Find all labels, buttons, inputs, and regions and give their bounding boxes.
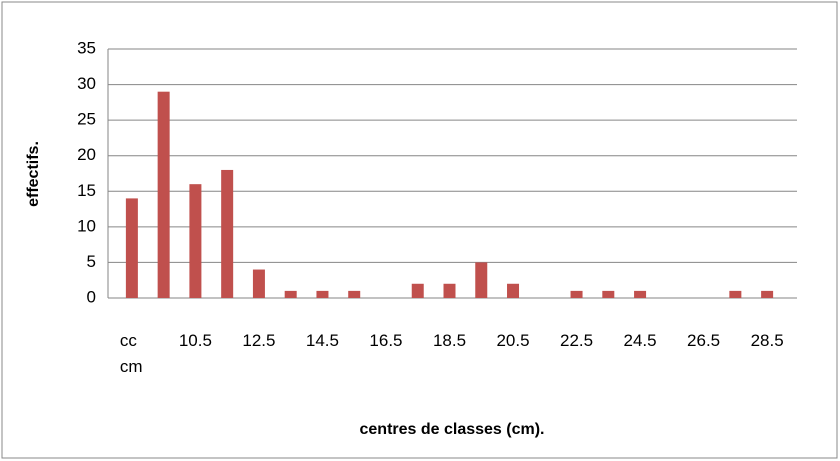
x-tick-label: 16.5 [369,331,403,350]
bar [189,184,202,298]
bar [157,91,170,298]
x-tick-label: 20.5 [496,331,530,350]
x-tick-label: 12.5 [242,331,276,350]
bar [761,290,774,298]
x-axis-label: centres de classes (cm). [360,421,545,438]
x-tick-label: 26.5 [687,331,721,350]
y-tick-label: 15 [77,181,96,200]
bar [507,283,520,298]
y-tick-label: 25 [77,110,96,129]
y-tick-label: 0 [87,287,96,306]
bar [252,269,265,298]
bar [602,290,615,298]
x-tick-label: 10.5 [178,331,212,350]
y-tick-label: 5 [87,252,96,271]
bar [284,290,297,298]
bar [316,290,329,298]
bar [443,283,456,298]
bar [475,262,488,298]
bar [125,198,138,298]
x-tick-label: 14.5 [305,331,339,350]
bar [570,290,583,298]
y-tick-label: 20 [77,145,96,164]
x-tick-label: 22.5 [560,331,594,350]
bar [634,290,647,298]
y-tick-label: 30 [77,74,96,93]
x-tick-label: 28.5 [750,331,784,350]
y-tick-label: 10 [77,216,96,235]
x-tick-label: 18.5 [432,331,467,350]
bar [221,169,234,298]
bar [411,283,424,298]
x-tick-label: 24.5 [623,331,657,350]
bar [729,290,742,298]
x-tick-label: cc cm [119,331,143,376]
y-tick-label: 35 [77,38,96,57]
bar [348,290,361,298]
y-axis-label: effectifs. [25,141,42,207]
